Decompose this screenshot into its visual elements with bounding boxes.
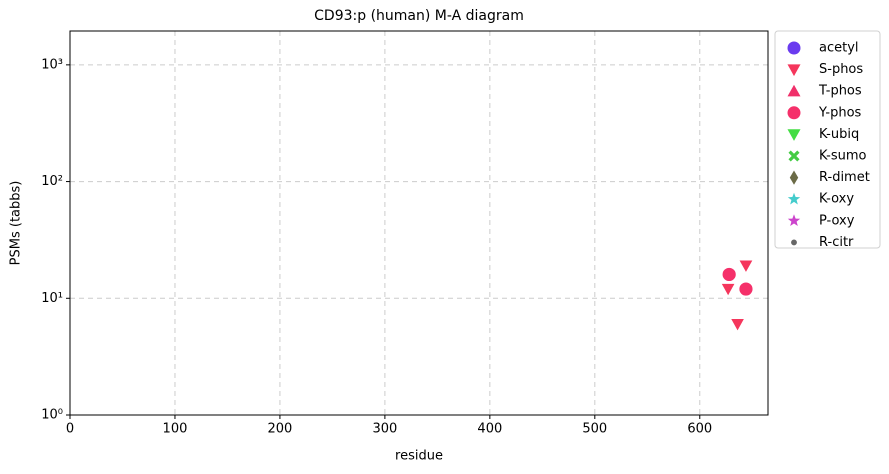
- legend-marker: [788, 150, 800, 162]
- y-tick-label: 10³: [41, 57, 63, 72]
- legend-frame: [774, 30, 881, 249]
- y-axis-label: PSMs (tabbs): [9, 181, 24, 266]
- x-tick-label: 400: [477, 422, 502, 437]
- legend-marker: [789, 170, 799, 185]
- point: [738, 259, 754, 274]
- legend-marker: [787, 106, 801, 120]
- plot-frame: [69, 30, 769, 416]
- legend-marker: [791, 239, 797, 246]
- x-tick-label: 300: [372, 422, 397, 437]
- legend-label: K-ubiq: [819, 127, 859, 142]
- legend-marker: [787, 192, 801, 205]
- legend-marker: [787, 41, 801, 55]
- x-tick-label: 100: [163, 422, 188, 437]
- point: [738, 281, 754, 297]
- legend-label: acetyl: [819, 41, 859, 56]
- legend-label: R-dimet: [819, 170, 870, 185]
- point: [729, 318, 746, 333]
- x-tick-label: 500: [582, 422, 607, 437]
- chart-title: CD93:p (human) M-A diagram: [314, 8, 524, 24]
- legend-label: Y-phos: [818, 105, 862, 120]
- x-axis-label: residue: [395, 449, 443, 464]
- y-tick-label: 10⁰: [41, 408, 63, 423]
- legend-label: P-oxy: [819, 213, 855, 228]
- legend-label: S-phos: [819, 62, 863, 77]
- point: [721, 267, 737, 282]
- legend-label: K-sumo: [819, 149, 867, 164]
- x-tick-label: 600: [687, 422, 712, 437]
- legend-label: K-oxy: [819, 192, 854, 207]
- x-tick-label: 0: [66, 422, 74, 437]
- x-tick-label: 200: [268, 422, 293, 437]
- y-tick-label: 10²: [41, 174, 63, 189]
- legend-marker: [787, 64, 801, 77]
- legend-marker: [787, 84, 801, 97]
- y-tick-label: 10¹: [41, 291, 63, 306]
- legend-marker: [787, 129, 801, 141]
- legend-marker: [787, 214, 801, 227]
- legend-label: R-citr: [819, 235, 854, 250]
- legend-label: T-phos: [818, 84, 862, 99]
- point: [720, 283, 736, 297]
